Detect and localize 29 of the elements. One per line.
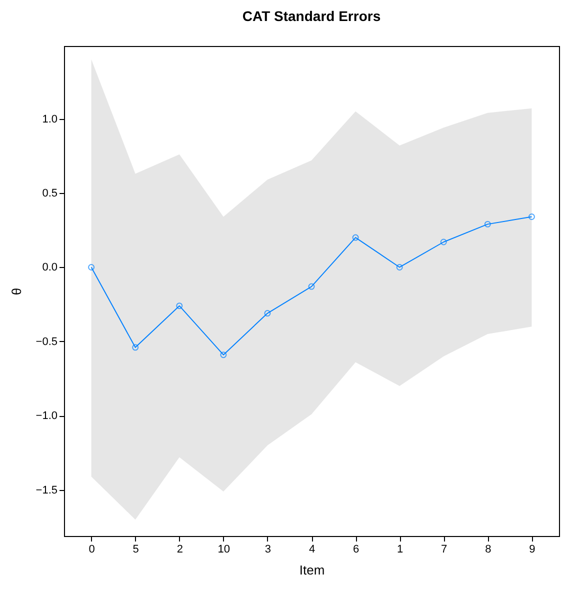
point — [176, 302, 183, 310]
point — [132, 344, 139, 351]
point — [220, 352, 227, 358]
x-tick-label: 6 — [352, 544, 360, 556]
x-tick-label: 9 — [529, 544, 536, 556]
x-tick-label: 1 — [397, 544, 404, 556]
x-axis-title: Item — [299, 562, 325, 578]
y-tick-label: −0.5 — [36, 336, 58, 348]
point — [352, 234, 359, 241]
y-tick-label: 0.0 — [42, 262, 58, 274]
x-tick-label: 5 — [132, 544, 139, 556]
y-tick-label: −1.0 — [36, 410, 58, 422]
y-axis-title: θ — [8, 288, 24, 296]
point — [396, 264, 403, 270]
x-tick-label: 2 — [176, 544, 183, 556]
x-tick-label: 8 — [485, 544, 492, 556]
point — [484, 220, 491, 228]
x-tick-label: 0 — [88, 544, 95, 556]
point — [440, 238, 447, 246]
x-tick-label: 3 — [264, 544, 272, 556]
point — [264, 310, 271, 317]
y-tick-label: 0.5 — [42, 188, 58, 200]
x-tick-label: 4 — [308, 544, 316, 556]
point — [308, 283, 315, 290]
x-tick-label: 7 — [441, 544, 448, 556]
chart-title: CAT Standard Errors — [242, 8, 381, 24]
x-tick-label: 10 — [218, 544, 230, 556]
y-tick-label: −1.5 — [36, 484, 58, 496]
y-tick-label: 1.0 — [42, 113, 58, 126]
